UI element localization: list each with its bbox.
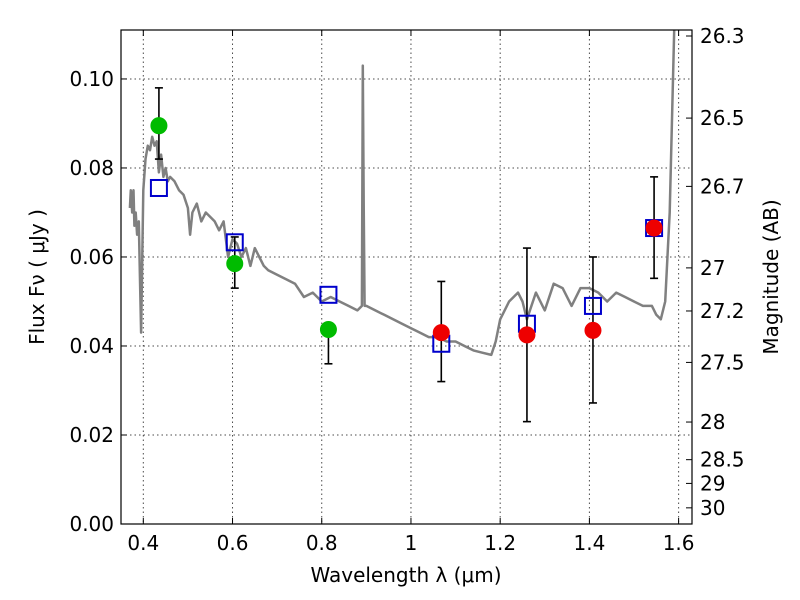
right-tick-label: 27.2: [700, 299, 745, 323]
data-point: [319, 321, 337, 339]
x-tick-label: 0.4: [127, 531, 159, 555]
model-spectrum-line: [128, 30, 676, 357]
right-tick-label: 26.7: [700, 174, 745, 198]
right-tick-label: 26.5: [700, 106, 745, 130]
model-photometry-point: [583, 296, 602, 315]
x-tick-label: 1: [405, 531, 418, 555]
right-tick-label: 28: [700, 410, 725, 434]
x-axis-label: Wavelength λ (μm): [310, 563, 501, 587]
x-tick-label: 0.6: [217, 531, 249, 555]
model-spectrum-layer: [128, 30, 676, 357]
x-tick-label: 0.8: [306, 531, 338, 555]
errorbar-layer: [154, 87, 659, 423]
y-tick-label: 0.04: [69, 334, 114, 358]
marker-layer: [149, 117, 664, 353]
model-photometry-point: [319, 285, 338, 304]
data-point: [645, 219, 663, 237]
right-tick-label: 29: [700, 471, 725, 495]
y-tick-label: 0.10: [69, 67, 114, 91]
y-ticks: 0.00 0.02 0.04 0.06 0.08 0.10: [69, 67, 127, 536]
grid-layer: [121, 30, 692, 525]
right-tick-label: 27: [700, 256, 725, 280]
data-point: [226, 255, 244, 273]
right-tick-label: 28.5: [700, 448, 745, 472]
y-tick-label: 0.06: [69, 245, 114, 269]
x-ticks: 0.4 0.6 0.8 1 1.2 1.4 1.6: [127, 30, 695, 555]
y-tick-label: 0.02: [69, 423, 114, 447]
plot-frame: [120, 29, 693, 525]
right-tick-label: 30: [700, 496, 725, 520]
data-point: [584, 321, 602, 339]
model-photometry-point: [149, 178, 168, 197]
right-tick-label: 26.3: [700, 24, 745, 48]
y-axis-label: Flux Fν ( μJy ): [25, 209, 49, 345]
x-tick-label: 1.4: [573, 531, 605, 555]
model-photometry-point: [225, 233, 244, 252]
data-point: [150, 117, 168, 135]
right-axis-label: Magnitude (AB): [759, 199, 783, 354]
x-tick-label: 1.6: [663, 531, 695, 555]
data-point: [432, 324, 450, 342]
y-tick-label: 0.08: [69, 156, 114, 180]
right-tick-label: 27.5: [700, 350, 745, 374]
data-point: [518, 326, 536, 344]
x-tick-label: 1.2: [484, 531, 516, 555]
y-tick-label: 0.00: [69, 512, 114, 536]
